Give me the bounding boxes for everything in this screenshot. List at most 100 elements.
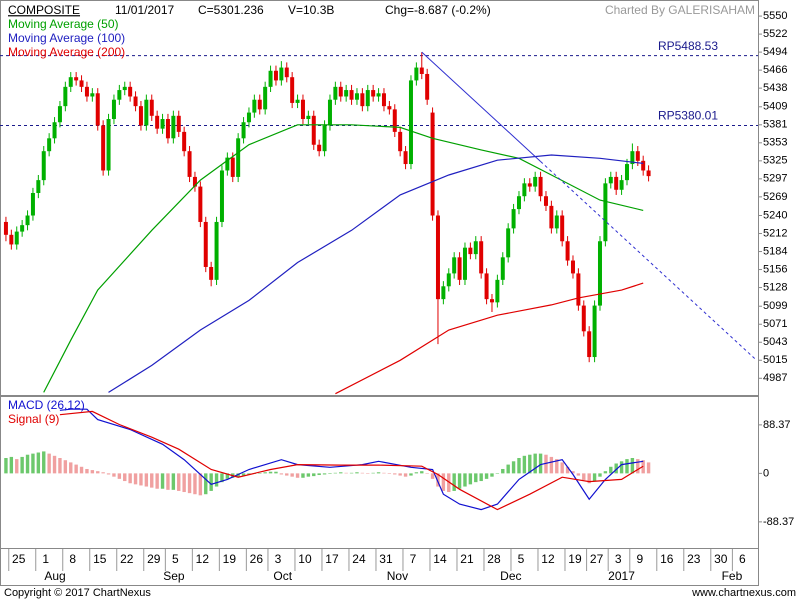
change: Chg=-8.687 (-0.2%) — [385, 3, 491, 17]
histogram-bar — [214, 473, 219, 487]
histogram-bar — [15, 459, 19, 474]
histogram-bar — [306, 473, 311, 477]
candle-body — [263, 86, 268, 110]
histogram-bar — [258, 473, 262, 474]
histogram-bar — [204, 473, 208, 495]
symbol: COMPOSITE — [8, 3, 80, 17]
histogram-bar — [268, 471, 273, 474]
histogram-bar — [36, 452, 41, 474]
histogram-bar — [209, 473, 213, 491]
line — [108, 154, 644, 393]
histogram-bar — [20, 456, 24, 474]
histogram-bar — [484, 473, 489, 479]
histogram-bar — [139, 473, 143, 486]
histogram-bar — [193, 473, 197, 495]
candle-body — [603, 183, 608, 242]
candle-body — [79, 80, 84, 87]
candle-body — [371, 90, 376, 97]
histogram-bar — [614, 463, 618, 474]
candle-body — [128, 86, 133, 97]
candle-body — [554, 215, 559, 229]
histogram-bar — [630, 458, 635, 474]
x-tick-label: 19 — [568, 552, 582, 566]
candle-body — [360, 93, 365, 107]
candle-body — [41, 151, 46, 181]
histogram-bar — [403, 473, 408, 477]
y-tick-label: 5466 — [763, 64, 787, 76]
candle-body — [165, 119, 170, 139]
histogram-bar — [47, 453, 51, 474]
x-tick-label: 16 — [660, 552, 674, 566]
candle-body — [9, 234, 14, 245]
histogram-bar — [511, 461, 516, 474]
trend-line — [421, 51, 541, 162]
candle-body — [473, 241, 478, 255]
candle-body — [619, 180, 624, 190]
candle-body — [646, 170, 651, 177]
histogram-bar — [425, 473, 429, 474]
x-tick-label: 30 — [714, 552, 728, 566]
y-tick-label: 5297 — [763, 173, 787, 185]
histogram-bar — [603, 471, 608, 474]
candle-body — [3, 221, 8, 235]
candle-body — [246, 112, 251, 123]
histogram-bar — [241, 473, 246, 476]
histogram-bar — [96, 471, 100, 474]
candle-body — [182, 131, 187, 152]
y-tick-label: 4987 — [763, 372, 787, 384]
candle-body — [365, 90, 370, 107]
histogram-bar — [274, 471, 278, 474]
candle-body — [122, 86, 127, 91]
y-tick-label: 5071 — [763, 318, 787, 330]
histogram-bar — [25, 454, 30, 474]
candle-body — [225, 157, 230, 171]
histogram-bar — [85, 468, 89, 474]
histogram-bar — [430, 473, 435, 479]
histogram-bar — [528, 454, 532, 474]
histogram-bar — [123, 473, 127, 482]
histogram-bar — [409, 473, 413, 476]
histogram-bar — [69, 462, 73, 474]
y-tick-label: 5156 — [763, 263, 787, 275]
credit: Charted By GALERISAHAM — [605, 3, 755, 17]
y-tick-label: 5494 — [763, 46, 787, 58]
macd-plot — [4, 408, 651, 511]
histogram-bar — [101, 472, 105, 474]
candle-body — [111, 99, 116, 120]
x-tick-label: 1 — [42, 552, 49, 566]
site: www.chartnexus.com — [691, 587, 796, 599]
histogram-bar — [522, 455, 527, 474]
y-tick-label: 5240 — [763, 209, 787, 221]
y-tick-label: 5522 — [763, 28, 787, 40]
candle-body — [457, 257, 462, 280]
candle-body — [592, 305, 597, 358]
histogram-bar — [295, 473, 300, 478]
histogram-bar — [198, 473, 203, 496]
candle-body — [511, 209, 516, 229]
month-label: Sep — [163, 569, 185, 583]
histogram-bar — [31, 453, 35, 474]
histogram-bar — [317, 473, 321, 476]
trend-line — [540, 161, 757, 361]
legend-entry: Signal (9) — [8, 412, 59, 426]
candle-body — [516, 196, 521, 210]
copyright: Copyright © 2017 ChartNexus — [4, 587, 151, 599]
candle-body — [30, 192, 35, 216]
x-tick-label: 25 — [12, 552, 26, 566]
candle-body — [149, 99, 154, 116]
candle-body — [84, 86, 89, 97]
candle-body — [52, 122, 57, 139]
x-tick-label: 3 — [275, 552, 282, 566]
histogram-bar — [128, 473, 132, 484]
y-tick-label: 5212 — [763, 227, 787, 239]
candle-body — [198, 186, 203, 222]
histogram-bar — [414, 472, 419, 474]
legend-entry: MACD (26,12) — [8, 398, 85, 412]
x-tick-label: 15 — [93, 552, 107, 566]
candle-body — [408, 80, 413, 165]
histogram-bar — [549, 456, 554, 474]
x-tick-label: 23 — [687, 552, 701, 566]
candle-body — [462, 247, 467, 280]
candle-body — [522, 183, 527, 197]
candle-body — [495, 279, 500, 303]
